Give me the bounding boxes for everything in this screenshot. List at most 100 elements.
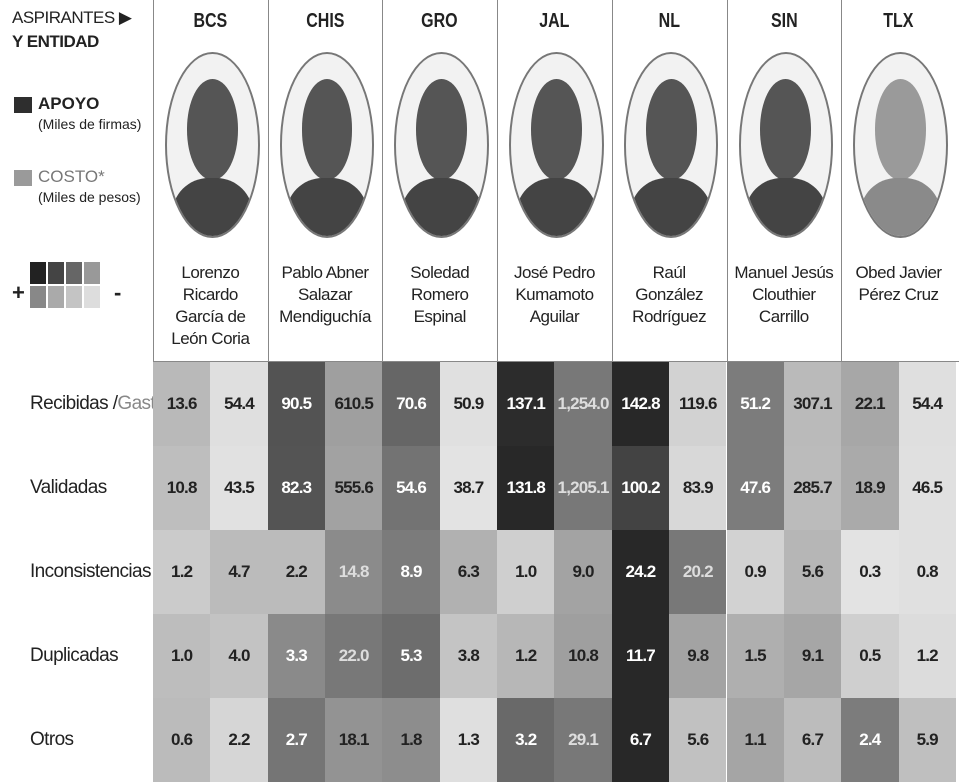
table-cell: 54.4 xyxy=(210,362,268,446)
table-cell: 1.5 xyxy=(726,614,784,698)
table-cell: 10.8 xyxy=(554,614,612,698)
table-cell: 2.2 xyxy=(210,698,268,782)
state-label: TLX xyxy=(883,10,914,32)
table-cell: 3.2 xyxy=(497,698,555,782)
header-rule xyxy=(153,361,959,362)
scale-swatch xyxy=(66,262,82,284)
table-cell: 1.1 xyxy=(726,698,784,782)
table-cell: 5.3 xyxy=(382,614,440,698)
table-cell: 82.3 xyxy=(267,446,326,530)
table-cell: 1.0 xyxy=(153,614,211,698)
table-cell: 83.9 xyxy=(669,446,727,530)
table-cell: 4.7 xyxy=(210,530,268,614)
table-cell: 22.0 xyxy=(325,614,383,698)
table-cell: 0.6 xyxy=(153,698,211,782)
column-divider xyxy=(153,0,154,362)
row-label: Inconsistencias xyxy=(30,530,152,614)
state-label: GRO xyxy=(421,10,458,32)
column-divider xyxy=(726,0,728,362)
table-cell: 6.7 xyxy=(611,698,670,782)
table-cell: 38.7 xyxy=(439,446,498,530)
table-cell: 47.6 xyxy=(726,446,784,530)
table-cell: 1.0 xyxy=(497,530,555,614)
table-cell: 10.8 xyxy=(153,446,211,530)
scale-swatch xyxy=(30,286,46,308)
column-divider xyxy=(611,0,613,362)
table-cell: 90.5 xyxy=(267,362,326,446)
table-cell: 3.3 xyxy=(267,614,326,698)
row-label: Otros xyxy=(30,698,74,782)
scale-swatch xyxy=(30,262,46,284)
legend-apoyo-unit: (Miles de firmas) xyxy=(38,116,142,132)
costo-swatch xyxy=(14,170,32,186)
table-cell: 6.7 xyxy=(783,698,842,782)
silhouette xyxy=(875,79,926,180)
table-cell: 610.5 xyxy=(325,362,383,446)
table-cell: 131.8 xyxy=(497,446,555,530)
table-cell: 70.6 xyxy=(382,362,440,446)
row-label: Recibidas / Gasto xyxy=(30,362,166,446)
table-cell: 119.6 xyxy=(669,362,727,446)
table-cell: 9.1 xyxy=(783,614,842,698)
candidate-name: Soledad Romero Espinal xyxy=(410,263,470,326)
table-cell: 0.5 xyxy=(841,614,899,698)
state-label: NL xyxy=(658,10,680,32)
silhouette xyxy=(745,177,827,236)
column-divider xyxy=(267,0,269,362)
table-cell: 5.6 xyxy=(783,530,842,614)
scale-swatch xyxy=(48,262,64,284)
legend-costo-unit: (Miles de pesos) xyxy=(38,189,141,205)
table-cell: 18.1 xyxy=(325,698,383,782)
table-cell: 6.3 xyxy=(439,530,498,614)
table-cell: 14.8 xyxy=(325,530,383,614)
table-cell: 1.2 xyxy=(497,614,555,698)
photo xyxy=(623,52,719,238)
table-cell: 1.3 xyxy=(439,698,498,782)
table-cell: 54.6 xyxy=(382,446,440,530)
table-cell: 307.1 xyxy=(783,362,842,446)
scale-swatch xyxy=(84,262,100,284)
table-cell: 1.8 xyxy=(382,698,440,782)
column-divider xyxy=(841,0,843,362)
silhouette xyxy=(186,79,238,180)
table-cell: 11.7 xyxy=(611,614,670,698)
row-label: Duplicadas xyxy=(30,614,119,698)
table-cell: 285.7 xyxy=(783,446,842,530)
table-cell: 0.9 xyxy=(726,530,784,614)
row-label-text: Recibidas / xyxy=(30,393,118,414)
table-cell: 1,254.0 xyxy=(554,362,612,446)
silhouette xyxy=(630,177,712,236)
photo xyxy=(279,52,375,238)
silhouette xyxy=(301,79,353,180)
legend-title: ASPIRANTES ▶ xyxy=(12,8,132,27)
row-label-text: Otros xyxy=(30,729,74,750)
table-cell: 51.2 xyxy=(726,362,784,446)
table-cell: 0.8 xyxy=(898,530,956,614)
table-cell: 5.9 xyxy=(898,698,956,782)
table-cell: 1.2 xyxy=(898,614,956,698)
table-cell: 20.2 xyxy=(669,530,727,614)
row-label-text: Validadas xyxy=(30,477,107,498)
table-cell: 137.1 xyxy=(497,362,555,446)
table-cell: 1,205.1 xyxy=(554,446,612,530)
photo xyxy=(853,52,948,238)
scale-swatch xyxy=(84,286,100,308)
table-cell: 50.9 xyxy=(439,362,498,446)
legend-costo: COSTO* xyxy=(38,167,105,186)
table-cell: 142.8 xyxy=(611,362,670,446)
table-cell: 29.1 xyxy=(554,698,612,782)
table-cell: 1.2 xyxy=(153,530,211,614)
table-cell: 18.9 xyxy=(841,446,899,530)
table-cell: 100.2 xyxy=(611,446,670,530)
silhouette xyxy=(760,79,812,180)
silhouette xyxy=(645,79,697,180)
photo xyxy=(165,52,260,238)
state-label: CHIS xyxy=(305,10,345,32)
apoyo-swatch xyxy=(14,97,32,113)
candidate-name: Obed Javier Pérez Cruz xyxy=(855,263,942,304)
row-label-text: Inconsistencias xyxy=(30,561,152,582)
legend-scale xyxy=(30,262,100,308)
table-cell: 46.5 xyxy=(898,446,956,530)
photo xyxy=(509,52,604,238)
